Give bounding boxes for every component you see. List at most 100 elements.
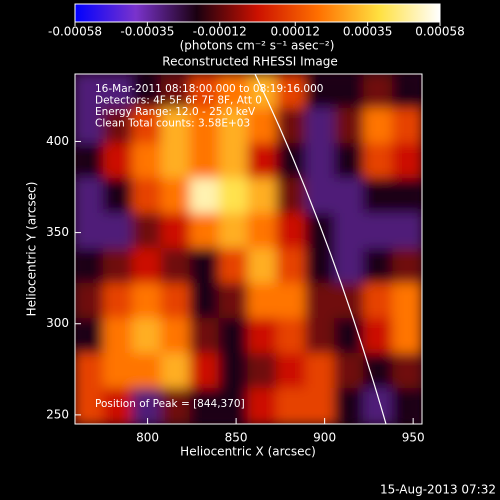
heatmap-cell	[334, 178, 366, 215]
heatmap-cell	[392, 143, 422, 180]
heatmap-cell	[160, 283, 192, 320]
heatmap-cell	[189, 353, 221, 390]
heatmap-cell	[392, 213, 422, 250]
heatmap-cell	[102, 213, 134, 250]
heatmap-cell	[189, 178, 221, 215]
heatmap-cell	[131, 318, 163, 355]
heatmap-cell	[392, 74, 422, 110]
heatmap-cell	[131, 213, 163, 250]
heatmap-cell	[276, 143, 308, 180]
heatmap-cell	[276, 388, 308, 424]
heatmap-cell	[392, 108, 422, 145]
heatmap-cell	[131, 74, 163, 110]
heatmap-cell	[189, 108, 221, 145]
x-axis-label: Heliocentric X (arcsec)	[180, 445, 316, 459]
heatmap-cell	[305, 178, 337, 215]
colorbar-tick-label: 0.00035	[343, 25, 393, 39]
annotation: Energy Range: 12.0 - 25.0 keV	[95, 106, 256, 118]
heatmap-cell	[276, 283, 308, 320]
heatmap-cell	[160, 213, 192, 250]
heatmap-cell	[102, 178, 134, 215]
heatmap-cell	[305, 283, 337, 320]
heatmap-cell	[189, 388, 221, 424]
heatmap-cell	[189, 248, 221, 285]
heatmap-cell	[363, 74, 395, 110]
heatmap-cell	[189, 143, 221, 180]
heatmap-cell	[334, 108, 366, 145]
heatmap-cell	[363, 248, 395, 285]
heatmap-cell	[75, 74, 105, 110]
heatmap-cell	[305, 248, 337, 285]
heatmap-cell	[131, 108, 163, 145]
heatmap-cell	[363, 388, 395, 424]
solar-limb	[254, 74, 387, 424]
heatmap-cell	[131, 248, 163, 285]
colorbar-tick-label: 0.00012	[270, 25, 320, 39]
y-tick-label: 300	[46, 316, 69, 330]
heatmap-cell	[305, 388, 337, 424]
heatmap-cell	[218, 74, 250, 110]
heatmap-cell	[102, 283, 134, 320]
heatmap-cell	[102, 143, 134, 180]
heatmap-cell	[276, 74, 308, 110]
heatmap-cell	[218, 178, 250, 215]
heatmap-cell	[218, 213, 250, 250]
heatmap-cell	[247, 178, 279, 215]
heatmap-cell	[276, 248, 308, 285]
heatmap-cell	[334, 213, 366, 250]
heatmap-cell	[334, 318, 366, 355]
heatmap-cell	[305, 143, 337, 180]
x-tick-label: 900	[313, 431, 336, 445]
heatmap-cell	[75, 353, 105, 390]
heatmap-cell	[305, 108, 337, 145]
heatmap-cell	[102, 353, 134, 390]
heatmap-cell	[392, 318, 422, 355]
heatmap-cell	[363, 108, 395, 145]
chart-title: Reconstructed RHESSI Image	[162, 55, 337, 69]
heatmap-cell	[334, 388, 366, 424]
heatmap-cell	[75, 143, 105, 180]
heatmap-cell	[75, 108, 105, 145]
heatmap-cell	[75, 213, 105, 250]
x-tick-label: 950	[402, 431, 425, 445]
heatmap-cell	[218, 353, 250, 390]
x-tick-label: 800	[136, 431, 159, 445]
timestamp: 15-Aug-2013 07:32	[380, 483, 496, 497]
heatmap-cell	[131, 143, 163, 180]
heatmap-cell	[305, 353, 337, 390]
heatmap-cell	[131, 353, 163, 390]
colorbar-tick-label: -0.00012	[193, 25, 247, 39]
plot-area	[75, 74, 422, 424]
heatmap-cell	[189, 318, 221, 355]
heatmap-cell	[392, 248, 422, 285]
heatmap-cell	[247, 213, 279, 250]
heatmap-cell	[247, 248, 279, 285]
heatmap-cell	[276, 178, 308, 215]
heatmap-cell	[160, 248, 192, 285]
heatmap-cell	[334, 283, 366, 320]
colorbar-tick-label: -0.00035	[120, 25, 174, 39]
heatmap-cell	[392, 178, 422, 215]
y-tick-label: 400	[46, 134, 69, 148]
heatmap-cell	[276, 213, 308, 250]
heatmap-cell	[218, 283, 250, 320]
colorbar-label: (photons cm⁻² s⁻¹ asec⁻²)	[180, 39, 335, 53]
annotation: Clean Total counts: 3.58E+03	[95, 118, 250, 130]
heatmap-cell	[160, 178, 192, 215]
heatmap	[75, 74, 422, 424]
plot-frame	[74, 73, 423, 425]
x-tick-label: 850	[225, 431, 248, 445]
y-tick-label: 350	[46, 225, 69, 239]
heatmap-cell	[363, 213, 395, 250]
heatmap-cell	[102, 388, 134, 424]
colorbar	[74, 3, 441, 23]
heatmap-cell	[334, 74, 366, 110]
heatmap-cell	[160, 108, 192, 145]
heatmap-cell	[131, 178, 163, 215]
heatmap-cell	[363, 318, 395, 355]
heatmap-cell	[334, 143, 366, 180]
heatmap-cell	[189, 283, 221, 320]
heatmap-cell	[363, 283, 395, 320]
annotation: 16-Mar-2011 08:18:00.000 to 08:19:16.000	[95, 83, 323, 95]
